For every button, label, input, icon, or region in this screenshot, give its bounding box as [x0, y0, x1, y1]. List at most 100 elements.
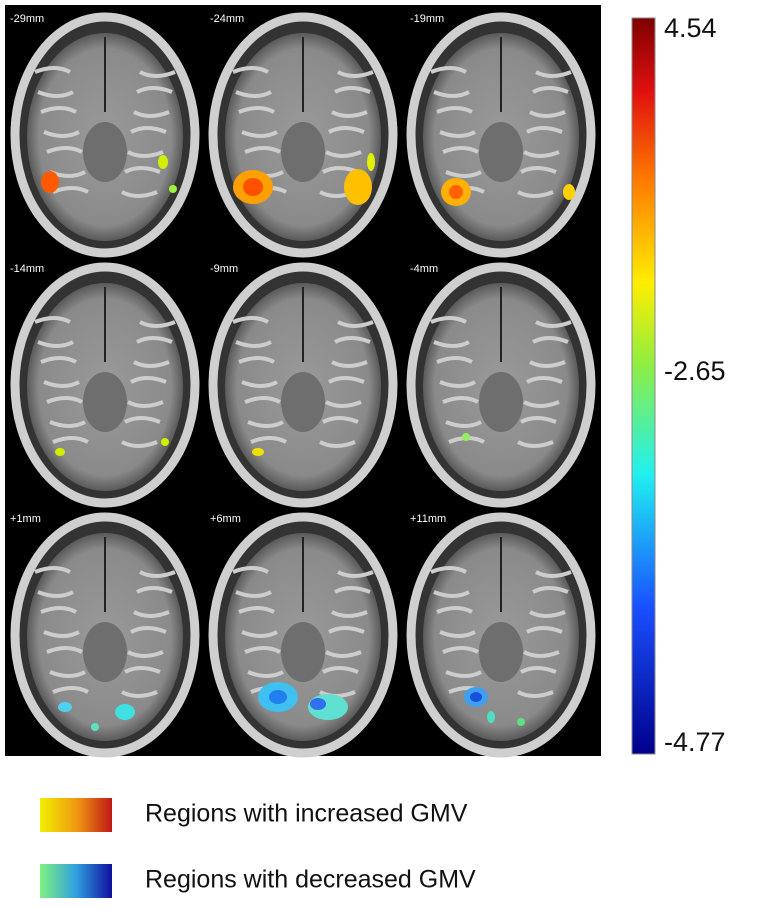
- sulcus: [328, 126, 365, 134]
- slice-label: -24mm: [210, 13, 244, 25]
- sulcus: [325, 650, 362, 658]
- slice-label: +1mm: [10, 513, 41, 525]
- sulcus: [532, 336, 569, 344]
- sulcus: [37, 340, 74, 348]
- sulcus: [235, 90, 272, 98]
- sulcus: [526, 126, 563, 134]
- sulcus: [130, 626, 167, 634]
- sulcus: [244, 396, 281, 404]
- brain-slice: -14mm: [10, 262, 200, 508]
- sulcus: [433, 90, 470, 98]
- activation-blob: [41, 171, 59, 193]
- central-structure: [281, 122, 325, 182]
- sulcus: [52, 436, 89, 444]
- sulcus: [328, 376, 365, 384]
- sulcus: [445, 170, 482, 178]
- legend-text: Regions with increased GMV: [145, 800, 468, 828]
- sulcus: [241, 380, 278, 388]
- sulcus: [439, 130, 476, 138]
- sulcus: [442, 396, 479, 404]
- sulcus: [532, 586, 569, 594]
- sulcus: [232, 566, 269, 574]
- sulcus: [136, 586, 173, 594]
- sulcus: [133, 110, 170, 118]
- sulcus: [535, 70, 572, 78]
- sulcus: [49, 670, 86, 678]
- sulcus: [238, 106, 275, 114]
- central-structure: [479, 122, 523, 182]
- slice-label: -29mm: [10, 13, 44, 25]
- sulcus: [529, 360, 566, 368]
- sulcus: [445, 670, 482, 678]
- sulcus: [529, 610, 566, 618]
- legend-swatch: [40, 798, 112, 832]
- activation-blob: [344, 169, 372, 205]
- sulcus: [127, 650, 164, 658]
- sulcus: [442, 646, 479, 654]
- sulcus: [526, 376, 563, 384]
- slice-label: -14mm: [10, 263, 44, 275]
- sulcus: [52, 186, 89, 194]
- activation-blob: [161, 438, 169, 446]
- sulcus: [529, 110, 566, 118]
- sulcus: [244, 646, 281, 654]
- sulcus: [139, 70, 176, 78]
- slices: -29mm -24mm -19mm -14mm -9mm -4mm +1mm +6mm +11m…: [10, 12, 596, 758]
- activation-blob: [158, 155, 168, 169]
- sulcus: [337, 320, 374, 328]
- sulcus: [37, 590, 74, 598]
- sulcus: [436, 356, 473, 364]
- activation-blob: [462, 433, 470, 441]
- sulcus: [517, 440, 554, 448]
- activation-blob: [449, 185, 463, 199]
- sulcus: [322, 666, 359, 674]
- sulcus: [436, 106, 473, 114]
- activation-blob: [115, 704, 135, 720]
- sulcus: [46, 146, 83, 154]
- sulcus: [430, 566, 467, 574]
- sulcus: [121, 440, 158, 448]
- sulcus: [124, 416, 161, 424]
- sulcus: [46, 646, 83, 654]
- sulcus: [43, 380, 80, 388]
- sulcus: [238, 606, 275, 614]
- sulcus: [127, 400, 164, 408]
- sulcus: [130, 376, 167, 384]
- central-structure: [83, 122, 127, 182]
- sulcus: [121, 190, 158, 198]
- activation-blob: [55, 448, 65, 456]
- sulcus: [46, 396, 83, 404]
- brain-slice: +1mm: [10, 512, 200, 758]
- sulcus: [520, 666, 557, 674]
- sulcus: [232, 316, 269, 324]
- sulcus: [40, 606, 77, 614]
- sulcus: [244, 146, 281, 154]
- sulcus: [517, 690, 554, 698]
- sulcus: [247, 670, 284, 678]
- central-structure: [281, 372, 325, 432]
- sulcus: [523, 400, 560, 408]
- sulcus: [337, 570, 374, 578]
- central-structure: [281, 622, 325, 682]
- sulcus: [445, 420, 482, 428]
- central-structure: [479, 622, 523, 682]
- activation-blob: [487, 711, 495, 723]
- sulcus: [136, 336, 173, 344]
- sulcus: [439, 380, 476, 388]
- sulcus: [526, 626, 563, 634]
- legend-swatch: [40, 864, 112, 898]
- sulcus: [133, 610, 170, 618]
- sulcus: [523, 150, 560, 158]
- colorbar-min: -4.77: [664, 727, 726, 757]
- sulcus: [40, 106, 77, 114]
- sulcus: [34, 566, 71, 574]
- sulcus: [241, 630, 278, 638]
- sulcus: [235, 340, 272, 348]
- sulcus: [433, 590, 470, 598]
- sulcus: [331, 110, 368, 118]
- sulcus: [532, 86, 569, 94]
- sulcus: [517, 190, 554, 198]
- sulcus: [232, 66, 269, 74]
- activation-blob: [243, 178, 263, 196]
- activation-blob: [470, 692, 482, 702]
